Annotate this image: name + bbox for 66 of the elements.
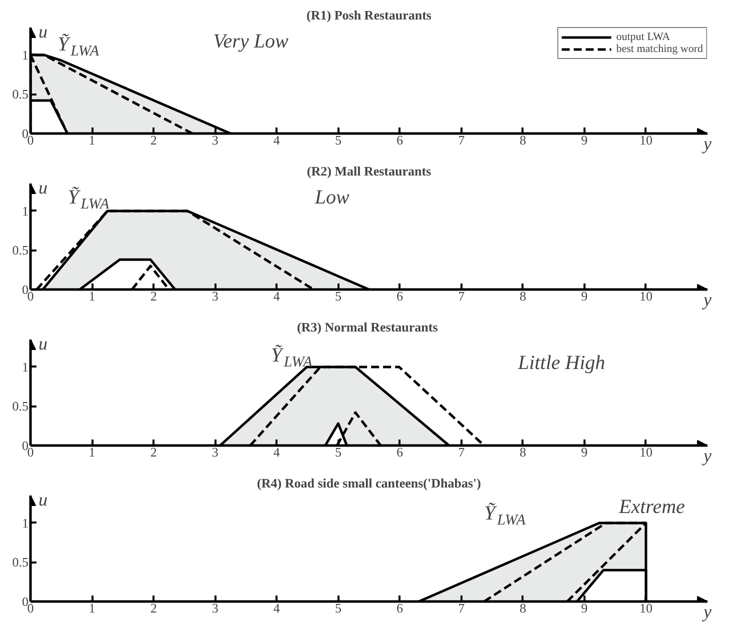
- x-tick-label: 9: [581, 600, 588, 616]
- x-tick-label: 8: [520, 600, 526, 616]
- y-axis-title: u: [38, 334, 48, 354]
- x-tick-label: 1: [88, 288, 96, 304]
- x-tick-label: 1: [88, 132, 96, 148]
- x-tick-label: 1: [88, 600, 96, 616]
- x-tick-label: 2: [150, 288, 157, 304]
- y-axis-title: u: [38, 22, 48, 42]
- x-tick-label: 1: [88, 444, 96, 460]
- y-tick-label: 0.5: [12, 398, 28, 414]
- x-tick-label: 6: [396, 288, 404, 304]
- x-tick-label: 9: [581, 288, 588, 304]
- x-axis-title: y: [702, 134, 712, 154]
- chart-title: (R2) Mall Restaurants: [306, 164, 432, 178]
- legend-label: best matching word: [616, 43, 703, 55]
- x-tick-label: 5: [334, 288, 342, 304]
- x-tick-label: 10: [639, 600, 652, 616]
- x-tick-label: 10: [639, 444, 652, 460]
- chart-title: (R1) Posh Restaurants: [306, 8, 432, 22]
- chart-title: (R4) Road side small canteens('Dhabas'): [257, 476, 481, 490]
- y-axis-title: u: [38, 178, 48, 198]
- y-tick-label: 1: [22, 359, 28, 374]
- annotation: Extreme: [618, 496, 686, 518]
- x-tick-label: 7: [458, 444, 466, 460]
- x-tick-label: 6: [396, 444, 404, 460]
- y-tick-label: 1: [22, 203, 28, 218]
- chart-title: (R3) Normal Restaurants: [296, 320, 438, 334]
- x-tick-label: 9: [581, 444, 588, 460]
- x-axis-title: y: [702, 602, 712, 622]
- y-tick-label: 0.5: [12, 242, 28, 258]
- x-tick-label: 7: [458, 132, 466, 148]
- y-axis-title: u: [38, 490, 48, 510]
- x-tick-label: 5: [334, 444, 342, 460]
- x-tick-label: 9: [581, 132, 588, 148]
- x-axis-title: y: [702, 446, 712, 466]
- x-tick-label: 4: [273, 288, 280, 304]
- x-tick-label: 6: [396, 600, 404, 616]
- legend-label: output LWA: [616, 31, 670, 43]
- x-tick-label: 3: [212, 132, 218, 148]
- x-tick-label: 8: [520, 132, 526, 148]
- x-tick-label: 3: [212, 444, 218, 460]
- x-tick-label: 2: [150, 132, 157, 148]
- x-tick-label: 4: [273, 600, 280, 616]
- y-tick-label: 1: [22, 47, 28, 62]
- x-tick-label: 6: [396, 132, 404, 148]
- y-tick-label: 0.5: [12, 86, 28, 102]
- x-tick-label: 10: [639, 132, 652, 148]
- x-tick-label: 3: [212, 600, 218, 616]
- y-tick-label: 0.5: [12, 554, 28, 570]
- annotation: Little High: [516, 352, 606, 374]
- x-tick-label: 4: [273, 132, 280, 148]
- x-tick-label: 7: [458, 600, 466, 616]
- annotation: Low: [314, 186, 350, 208]
- x-tick-label: 3: [212, 288, 218, 304]
- x-tick-label: 5: [334, 132, 342, 148]
- x-tick-label: 2: [150, 444, 157, 460]
- x-tick-label: 7: [458, 288, 466, 304]
- x-axis-title: y: [702, 290, 712, 310]
- y-tick-label: 1: [22, 515, 28, 530]
- x-tick-label: 10: [639, 288, 652, 304]
- x-tick-label: 4: [273, 444, 280, 460]
- x-tick-label: 8: [520, 444, 526, 460]
- x-tick-label: 5: [334, 600, 342, 616]
- x-tick-label: 2: [150, 600, 157, 616]
- x-tick-label: 8: [520, 288, 526, 304]
- annotation: Very Low: [213, 30, 289, 52]
